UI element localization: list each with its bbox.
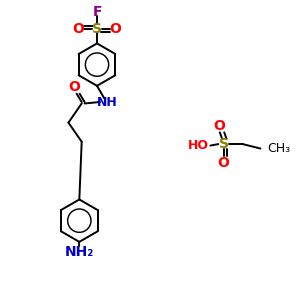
Text: O: O <box>110 22 122 36</box>
Text: O: O <box>68 80 80 94</box>
Text: O: O <box>73 22 84 36</box>
Text: NH₂: NH₂ <box>65 244 94 259</box>
Text: NH: NH <box>97 95 118 109</box>
Text: S: S <box>92 22 102 36</box>
Text: S: S <box>219 137 229 151</box>
Text: HO: HO <box>188 139 209 152</box>
Text: O: O <box>213 119 225 133</box>
Text: F: F <box>92 5 102 19</box>
Text: O: O <box>218 156 230 170</box>
Text: CH₃: CH₃ <box>267 142 290 155</box>
